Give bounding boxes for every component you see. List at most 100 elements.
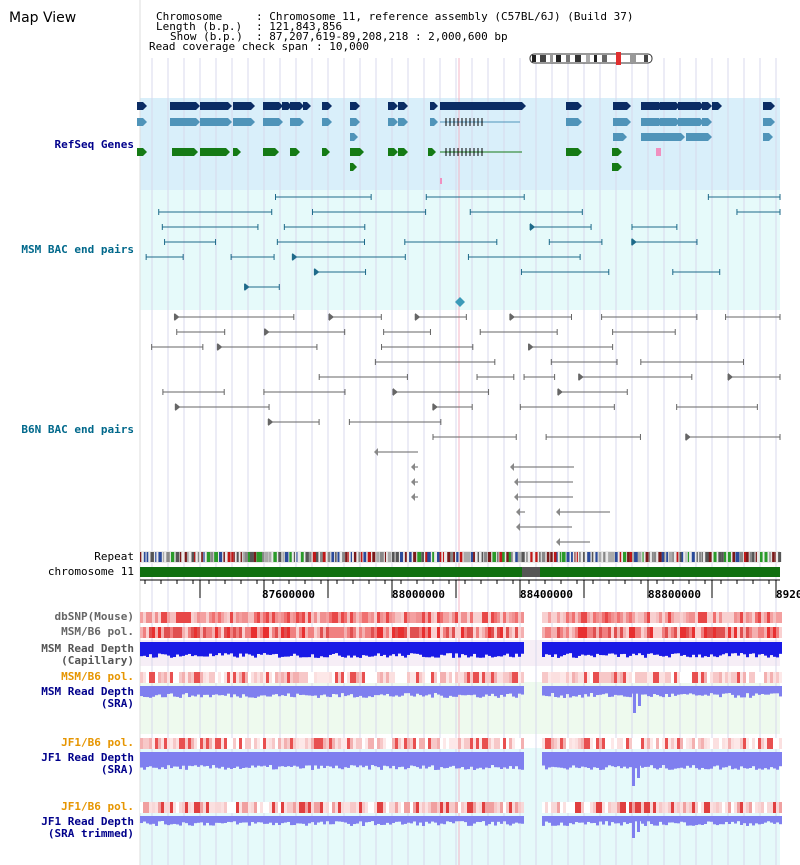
jf1-trimmed-depth-bar bbox=[143, 816, 146, 822]
msm-capillary-depth-bar bbox=[659, 642, 662, 656]
gene-exon bbox=[660, 118, 676, 126]
jf1-pol-cell bbox=[254, 738, 257, 749]
jf1-pol2-cell bbox=[518, 802, 521, 813]
gene-exon bbox=[430, 118, 434, 126]
msm-sra-depth-bar bbox=[434, 686, 437, 694]
msm-pol2-cell bbox=[365, 672, 368, 683]
jf1-trimmed-depth-bar bbox=[569, 816, 572, 824]
msm-pol2-cell bbox=[611, 672, 614, 683]
msm-pol2-cell bbox=[320, 672, 323, 683]
msm-pol2-cell bbox=[326, 672, 329, 683]
jf1-sra-depth-bar bbox=[176, 752, 179, 767]
jf1-trimmed-depth-bar bbox=[686, 816, 689, 826]
repeat-element bbox=[774, 552, 776, 562]
msm-capillary-depth-bar bbox=[359, 642, 362, 658]
msm-capillary-depth-bar bbox=[140, 642, 143, 657]
jf1-trimmed-depth-bar bbox=[200, 816, 203, 823]
jf1-pol-cell bbox=[302, 738, 305, 749]
jf1-sra-depth-bar bbox=[341, 752, 344, 770]
track-label-b6n-bac[interactable]: B6N BAC end pairs bbox=[21, 423, 134, 436]
msm-sra-depth-bar bbox=[551, 686, 554, 694]
jf1-pol-cell bbox=[455, 738, 458, 749]
jf1-trimmed-depth-bar bbox=[434, 816, 437, 823]
jf1-pol-cell bbox=[638, 738, 641, 749]
jf1-sra-depth-bar bbox=[692, 752, 695, 766]
jf1-pol-cell bbox=[266, 738, 269, 749]
msm-pol-cell bbox=[692, 627, 695, 638]
jf1-pol2-cell bbox=[611, 802, 614, 813]
msm-pol2-cell bbox=[311, 672, 314, 683]
jf1-trimmed-depth-bar bbox=[704, 816, 707, 825]
jf1-sra-depth-bar bbox=[185, 752, 188, 770]
jf1-pol2-cell bbox=[662, 802, 665, 813]
msm-sra-depth-bar bbox=[728, 686, 731, 694]
msm-sra-depth-bar bbox=[548, 686, 551, 697]
jf1-pol-cell bbox=[626, 738, 629, 749]
msm-pol-cell bbox=[296, 627, 299, 638]
msm-pol2-cell bbox=[662, 672, 665, 683]
msm-pol2-cell bbox=[485, 672, 488, 683]
dbsnp-cell bbox=[713, 612, 716, 623]
gene-strand-arrow bbox=[522, 102, 526, 110]
repeat-element bbox=[309, 552, 312, 562]
msm-capillary-depth-bar bbox=[335, 642, 338, 654]
dbsnp-cell bbox=[764, 612, 767, 623]
msm-capillary-depth-bar bbox=[278, 642, 281, 658]
track-label-refseq[interactable]: RefSeq Genes bbox=[54, 138, 134, 151]
msm-pol2-cell bbox=[473, 672, 476, 683]
msm-pol2-cell bbox=[740, 672, 743, 683]
msm-pol-cell bbox=[668, 627, 671, 638]
jf1-sra-depth-bar bbox=[164, 752, 167, 769]
jf1-pol-cell bbox=[617, 738, 620, 749]
msm-sra-depth-bar bbox=[410, 686, 413, 696]
msm-capillary-depth-bar bbox=[455, 642, 458, 654]
jf1-trimmed-depth-bar bbox=[323, 816, 326, 825]
jf1-pol-cell bbox=[728, 738, 731, 749]
chromosome-value: : Chromosome 11, reference assembly (C57… bbox=[256, 10, 634, 23]
msm-sra-depth-bar bbox=[506, 686, 509, 694]
jf1-sra-depth-bar bbox=[584, 752, 587, 768]
jf1-sra-depth-bar bbox=[305, 752, 308, 766]
msm-pol2-cell bbox=[650, 672, 653, 683]
msm-capillary-depth-bar bbox=[674, 642, 677, 654]
msm-pol-cell bbox=[593, 627, 596, 638]
jf1-sra-depth-bar bbox=[248, 752, 251, 768]
dbsnp-cell bbox=[458, 612, 461, 623]
msm-pol-cell bbox=[455, 627, 458, 638]
jf1-trimmed-depth-bar bbox=[515, 816, 518, 823]
jf1-pol2-cell bbox=[206, 802, 209, 813]
dbsnp-cell bbox=[548, 612, 551, 623]
gene-exon bbox=[612, 163, 618, 171]
msm-pol-cell bbox=[437, 627, 440, 638]
jf1-sra-depth-bar bbox=[431, 752, 434, 766]
dbsnp-cell bbox=[221, 612, 224, 623]
jf1-pol-cell bbox=[623, 738, 626, 749]
msm-pol2-cell bbox=[587, 672, 590, 683]
msm-pol2-cell bbox=[494, 672, 497, 683]
jf1-pol2-cell bbox=[326, 802, 329, 813]
msm-pol2-cell bbox=[185, 672, 188, 683]
jf1-sra-depth-bar bbox=[548, 752, 551, 768]
gene-exon bbox=[322, 148, 326, 156]
b6n-bac-pair-arrow bbox=[528, 343, 534, 351]
track-label-msm-bac[interactable]: MSM BAC end pairs bbox=[21, 243, 134, 256]
msm-sra-depth-bar bbox=[431, 686, 434, 698]
msm-pol2-cell bbox=[377, 672, 380, 683]
jf1-sra-depth-bar bbox=[161, 752, 164, 768]
jf1-sra-depth-bar-spike bbox=[637, 752, 640, 778]
jf1-pol-cell bbox=[305, 738, 308, 749]
msm-capillary-depth-bar bbox=[143, 642, 146, 656]
msm-capillary-depth-bar bbox=[371, 642, 374, 657]
dbsnp-cell bbox=[722, 612, 725, 623]
msm-capillary-depth-bar bbox=[173, 642, 176, 658]
jf1-trimmed-depth-bar bbox=[212, 816, 215, 826]
msm-capillary-depth-bar bbox=[254, 642, 257, 658]
jf1-pol2-cell bbox=[695, 802, 698, 813]
jf1-pol-cell bbox=[149, 738, 152, 749]
jf1-trimmed-depth-bar bbox=[476, 816, 479, 822]
jf1-trimmed-depth-bar bbox=[284, 816, 287, 823]
msm-pol-cell bbox=[542, 627, 545, 638]
msm-pol2-cell bbox=[461, 672, 464, 683]
msm-pol-cell bbox=[398, 627, 401, 638]
